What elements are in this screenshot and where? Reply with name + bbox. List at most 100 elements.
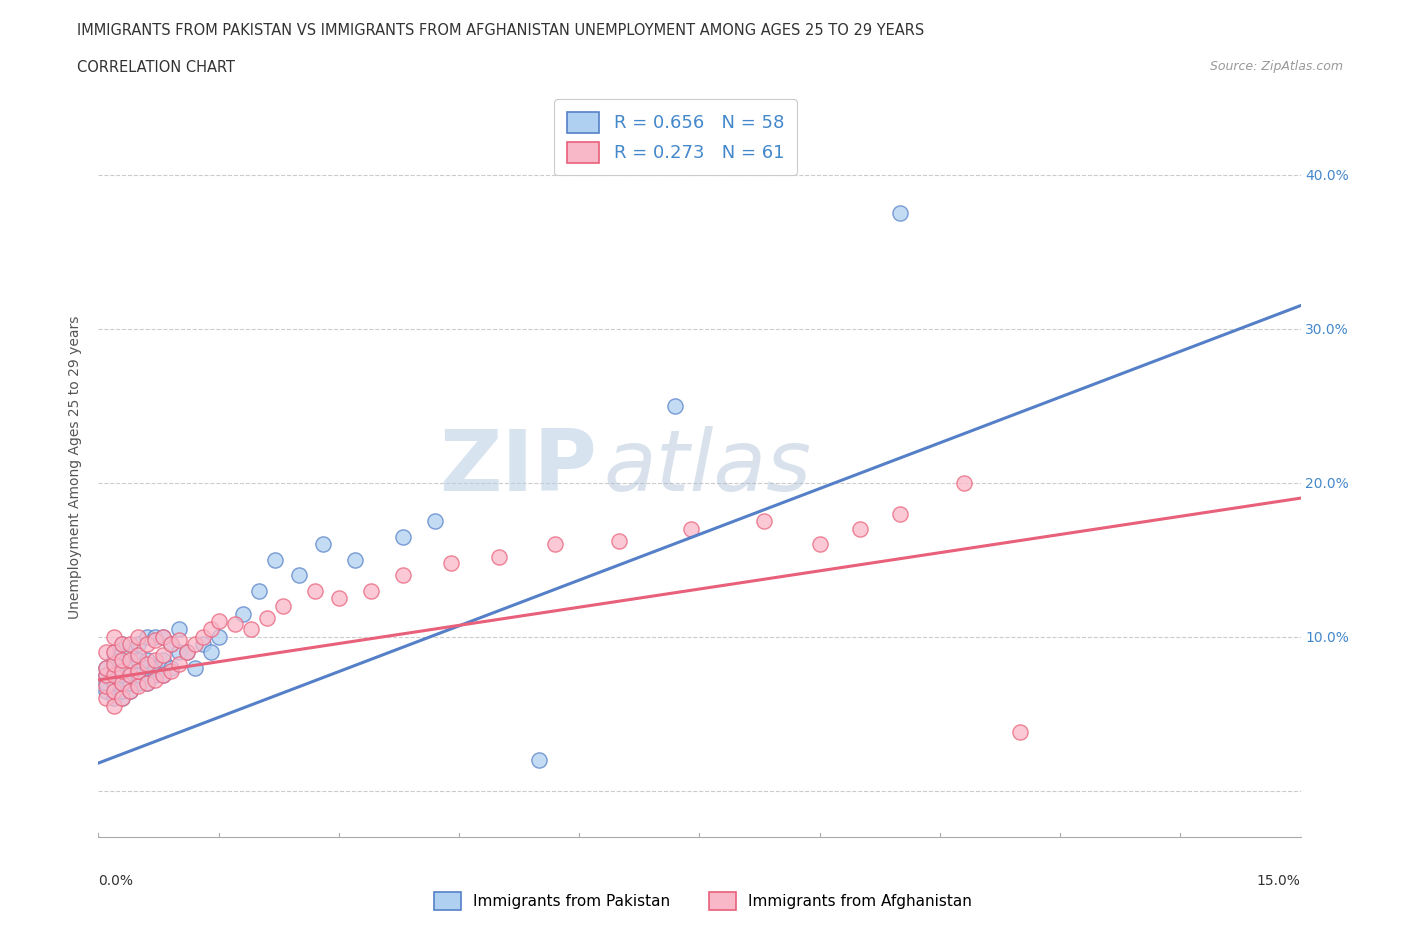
Text: CORRELATION CHART: CORRELATION CHART [77,60,235,75]
Point [103,653,125,668]
Point [392,529,415,544]
Point [96,660,118,675]
Point [135,637,157,652]
Point [103,644,125,659]
Point [159,637,181,652]
Point [111,653,134,668]
Point [120,660,142,675]
Point [103,684,125,698]
Point [159,663,181,678]
Point [103,698,125,713]
Point [111,637,134,652]
Text: 0.0%: 0.0% [98,874,134,888]
Point [128,663,150,678]
Point [111,637,134,652]
Legend: R = 0.656   N = 58, R = 0.273   N = 61: R = 0.656 N = 58, R = 0.273 N = 61 [554,100,797,175]
Point [1010,724,1032,739]
Point [103,668,125,683]
Point [343,552,366,567]
Point [111,663,134,678]
Y-axis label: Unemployment Among Ages 25 to 29 years: Unemployment Among Ages 25 to 29 years [69,315,83,619]
Point [200,644,222,659]
Point [239,621,262,636]
Point [111,675,134,690]
Point [609,534,631,549]
Point [152,653,174,668]
Point [103,675,125,690]
Point [191,630,214,644]
Point [247,583,270,598]
Point [135,657,157,671]
Point [120,644,142,659]
Point [135,660,157,675]
Point [128,653,150,668]
Point [128,637,150,652]
Point [440,555,463,570]
Point [111,675,134,690]
Point [103,684,125,698]
Point [304,583,326,598]
Point [183,660,205,675]
Point [328,591,350,605]
Point [111,644,134,659]
Point [143,672,166,687]
Text: IMMIGRANTS FROM PAKISTAN VS IMMIGRANTS FROM AFGHANISTAN UNEMPLOYMENT AMONG AGES : IMMIGRANTS FROM PAKISTAN VS IMMIGRANTS F… [77,23,925,38]
Point [953,475,976,490]
Point [176,644,198,659]
Point [103,668,125,683]
Point [423,513,446,528]
Point [224,617,246,631]
Point [96,668,118,683]
Point [143,632,166,647]
Point [544,537,567,551]
Point [96,679,118,694]
Point [200,621,222,636]
Point [135,630,157,644]
Point [111,684,134,698]
Point [128,679,150,694]
Point [96,668,118,683]
Point [120,684,142,698]
Point [392,567,415,582]
Point [208,614,231,629]
Point [128,675,150,690]
Point [312,537,335,551]
Point [96,660,118,675]
Point [752,513,775,528]
Point [159,637,181,652]
Point [128,668,150,683]
Point [849,522,872,537]
Point [176,644,198,659]
Point [152,630,174,644]
Point [889,506,911,521]
Point [120,668,142,683]
Point [271,599,294,614]
Text: 15.0%: 15.0% [1257,874,1301,888]
Point [103,644,125,659]
Point [111,691,134,706]
Legend: Immigrants from Pakistan, Immigrants from Afghanistan: Immigrants from Pakistan, Immigrants fro… [426,884,980,918]
Point [143,653,166,668]
Point [529,752,551,767]
Point [103,691,125,706]
Point [111,653,134,668]
Text: atlas: atlas [603,426,811,509]
Point [191,637,214,652]
Point [159,660,181,675]
Point [152,630,174,644]
Point [96,644,118,659]
Point [128,630,150,644]
Point [488,550,510,565]
Point [96,691,118,706]
Point [167,632,190,647]
Point [152,668,174,683]
Point [103,630,125,644]
Point [167,644,190,659]
Point [232,606,254,621]
Point [152,668,174,683]
Point [256,611,278,626]
Point [681,522,703,537]
Point [143,660,166,675]
Point [143,668,166,683]
Point [120,637,142,652]
